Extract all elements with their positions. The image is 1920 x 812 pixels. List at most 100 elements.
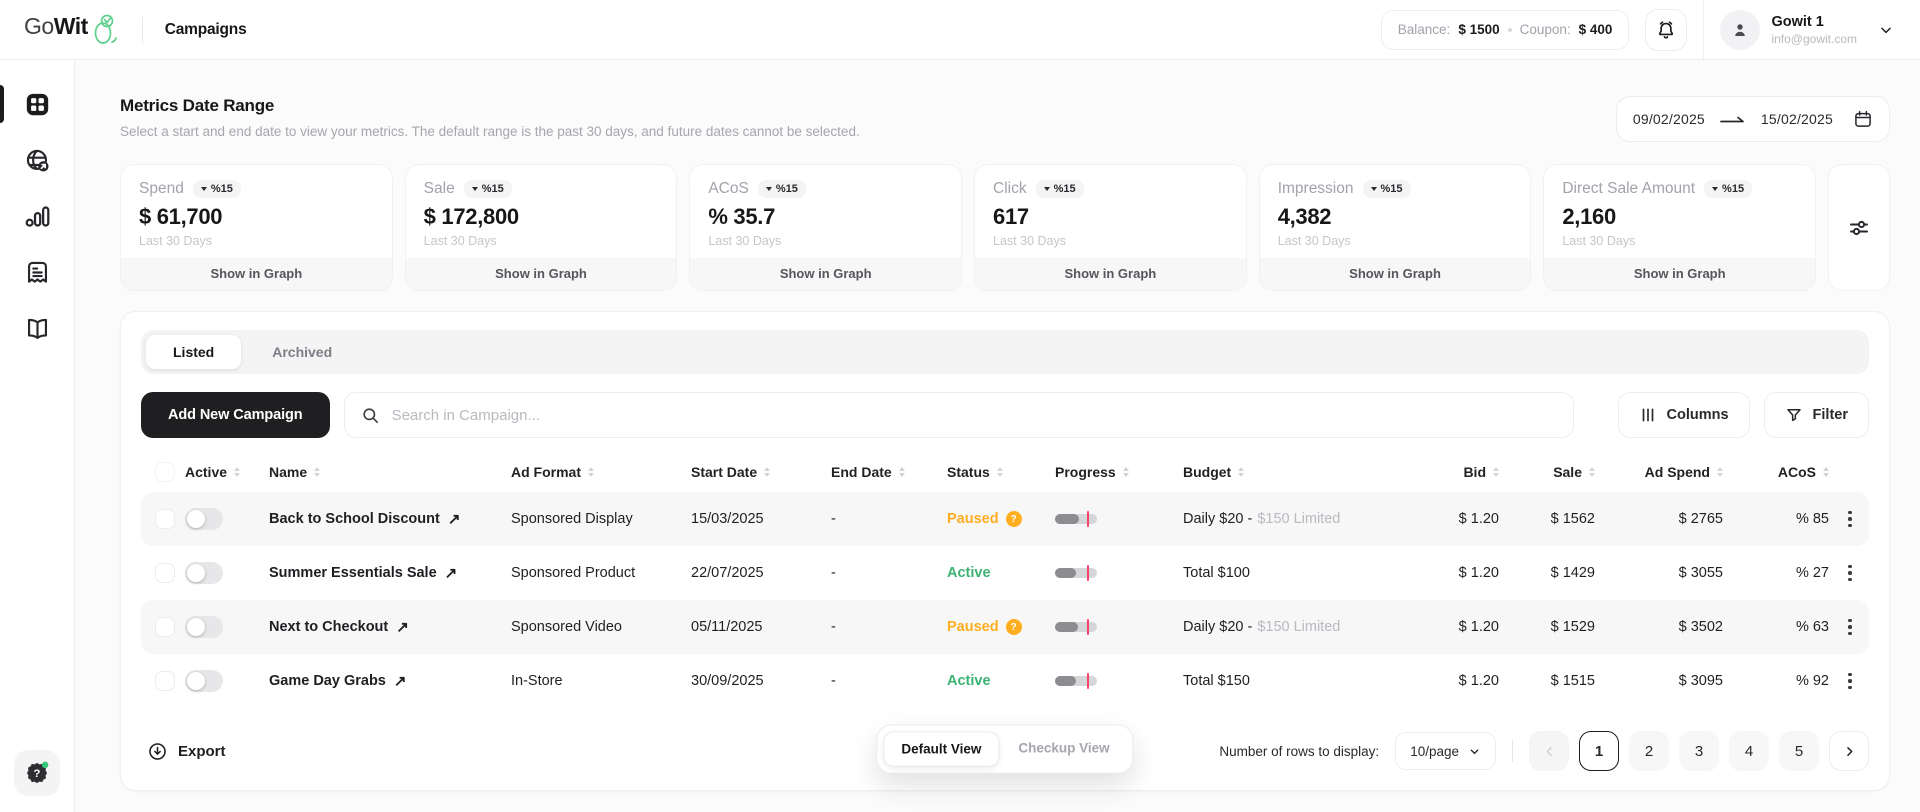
metric-period: Last 30 Days (1562, 234, 1636, 248)
help-button[interactable]: ? (14, 750, 60, 796)
user-menu[interactable]: Gowit 1 info@gowit.com (1720, 9, 1894, 50)
pagination-prev-button[interactable] (1529, 731, 1569, 771)
sidebar-item-reports[interactable] (0, 196, 75, 236)
metric-change-badge[interactable]: %15 (1704, 180, 1753, 198)
row-actions-menu-icon[interactable] (1844, 561, 1856, 586)
row-checkbox[interactable] (155, 617, 175, 637)
bar-chart-icon (24, 203, 51, 230)
metric-label: Impression (1277, 180, 1354, 197)
row-actions-menu-icon[interactable] (1844, 669, 1856, 694)
header-acos[interactable]: ACoS (1723, 464, 1829, 480)
header-name[interactable]: Name (269, 464, 511, 480)
date-range-picker[interactable]: 09/02/2025 15/02/2025 (1615, 96, 1890, 142)
start-date: 15/03/2025 (691, 511, 764, 527)
header-budget[interactable]: Budget (1183, 464, 1415, 480)
row-checkbox[interactable] (155, 563, 175, 583)
search-input[interactable] (391, 406, 1557, 424)
rows-per-page-select[interactable]: 10/page (1395, 732, 1496, 770)
pagination-page-2[interactable]: 2 (1629, 731, 1669, 771)
header-sale[interactable]: Sale (1499, 464, 1595, 480)
pagination-page-5[interactable]: 5 (1779, 731, 1819, 771)
metric-period: Last 30 Days (139, 234, 212, 248)
tab-archived[interactable]: Archived (272, 344, 333, 360)
header-start-date[interactable]: Start Date (691, 464, 831, 480)
columns-icon (1639, 406, 1657, 424)
row-checkbox[interactable] (155, 509, 175, 529)
active-toggle[interactable] (185, 508, 223, 530)
caret-down-icon (765, 187, 772, 191)
open-campaign-icon[interactable]: ↗ (396, 619, 409, 636)
metric-card-acos: ACoS %15 % 35.7 Last 30 Days Show in Gra… (689, 164, 963, 291)
header-bid[interactable]: Bid (1415, 464, 1499, 480)
header-ad-spend[interactable]: Ad Spend (1595, 464, 1723, 480)
metric-change-badge[interactable]: %15 (192, 180, 241, 198)
show-in-graph-link[interactable]: Show in Graph (1544, 258, 1816, 290)
svg-text:?: ? (34, 768, 41, 780)
tab-listed[interactable]: Listed (146, 335, 242, 369)
metric-change-badge[interactable]: %15 (1035, 180, 1084, 198)
campaign-name: Game Day Grabs (269, 673, 386, 689)
book-icon (24, 315, 51, 342)
acos: % 27 (1795, 565, 1829, 581)
export-button[interactable]: Export (141, 741, 226, 762)
ad-format: Sponsored Video (511, 619, 622, 635)
progress-bar (1055, 565, 1097, 581)
filter-button[interactable]: Filter (1763, 392, 1869, 438)
header-status[interactable]: Status (947, 464, 1055, 480)
notifications-button[interactable] (1645, 8, 1688, 51)
checkup-view-tab[interactable]: Checkup View (1018, 740, 1110, 756)
sidebar-item-dashboard[interactable] (0, 84, 75, 124)
chevron-right-icon (1842, 744, 1857, 759)
pagination-page-3[interactable]: 3 (1679, 731, 1719, 771)
metric-change-badge[interactable]: %15 (1362, 180, 1411, 198)
select-all-checkbox[interactable] (155, 462, 175, 482)
header-ad-format[interactable]: Ad Format (511, 464, 691, 480)
active-toggle[interactable] (185, 670, 223, 692)
status-help-icon[interactable]: ? (1005, 619, 1022, 635)
date-start[interactable]: 09/02/2025 (1632, 111, 1705, 127)
campaign-name: Back to School Discount (269, 511, 440, 527)
show-in-graph-link[interactable]: Show in Graph (690, 258, 962, 290)
show-in-graph-link[interactable]: Show in Graph (121, 258, 392, 290)
open-campaign-icon[interactable]: ↗ (393, 673, 407, 690)
columns-button[interactable]: Columns (1617, 392, 1750, 438)
sidebar-item-invoices[interactable] (0, 252, 75, 292)
metric-value: % 35.7 (708, 204, 776, 229)
pagination-page-4[interactable]: 4 (1729, 731, 1769, 771)
row-actions-menu-icon[interactable] (1844, 615, 1856, 640)
open-campaign-icon[interactable]: ↗ (444, 565, 458, 582)
campaign-search[interactable] (343, 392, 1574, 438)
show-in-graph-link[interactable]: Show in Graph (975, 258, 1246, 290)
end-date: - (831, 565, 836, 581)
active-toggle[interactable] (185, 562, 223, 584)
add-new-campaign-button[interactable]: Add New Campaign (141, 392, 330, 438)
metric-change-badge[interactable]: %15 (757, 180, 806, 198)
progress-limit-marker (1086, 673, 1089, 689)
pagination-page-1[interactable]: 1 (1579, 731, 1619, 771)
start-date: 30/09/2025 (691, 673, 764, 689)
row-checkbox[interactable] (155, 671, 175, 691)
date-end[interactable]: 15/02/2025 (1760, 111, 1833, 127)
sidebar-item-library[interactable] (0, 308, 75, 348)
acos: % 63 (1795, 619, 1829, 635)
status-help-icon[interactable]: ? (1005, 511, 1022, 527)
bid: $ 1.20 (1458, 565, 1499, 581)
default-view-tab[interactable]: Default View (883, 731, 1000, 767)
open-campaign-icon[interactable]: ↗ (447, 511, 461, 528)
acos: % 85 (1795, 511, 1829, 527)
show-in-graph-link[interactable]: Show in Graph (405, 258, 677, 290)
pagination-next-button[interactable] (1829, 731, 1869, 771)
end-date: - (831, 673, 836, 689)
table-row: Game Day Grabs ↗ In-Store 30/09/2025 - Ac… (141, 654, 1869, 708)
sort-icon (1122, 467, 1129, 477)
header-progress[interactable]: Progress (1055, 464, 1183, 480)
show-in-graph-link[interactable]: Show in Graph (1259, 258, 1531, 290)
metric-change-badge[interactable]: %15 (463, 180, 512, 198)
active-toggle[interactable] (185, 616, 223, 638)
header-active[interactable]: Active (185, 464, 269, 480)
gowit-logo[interactable]: GoWit (24, 13, 120, 47)
sidebar-item-channels[interactable] (0, 140, 75, 180)
metric-settings-button[interactable] (1828, 164, 1891, 291)
header-end-date[interactable]: End Date (831, 464, 947, 480)
row-actions-menu-icon[interactable] (1844, 507, 1856, 532)
